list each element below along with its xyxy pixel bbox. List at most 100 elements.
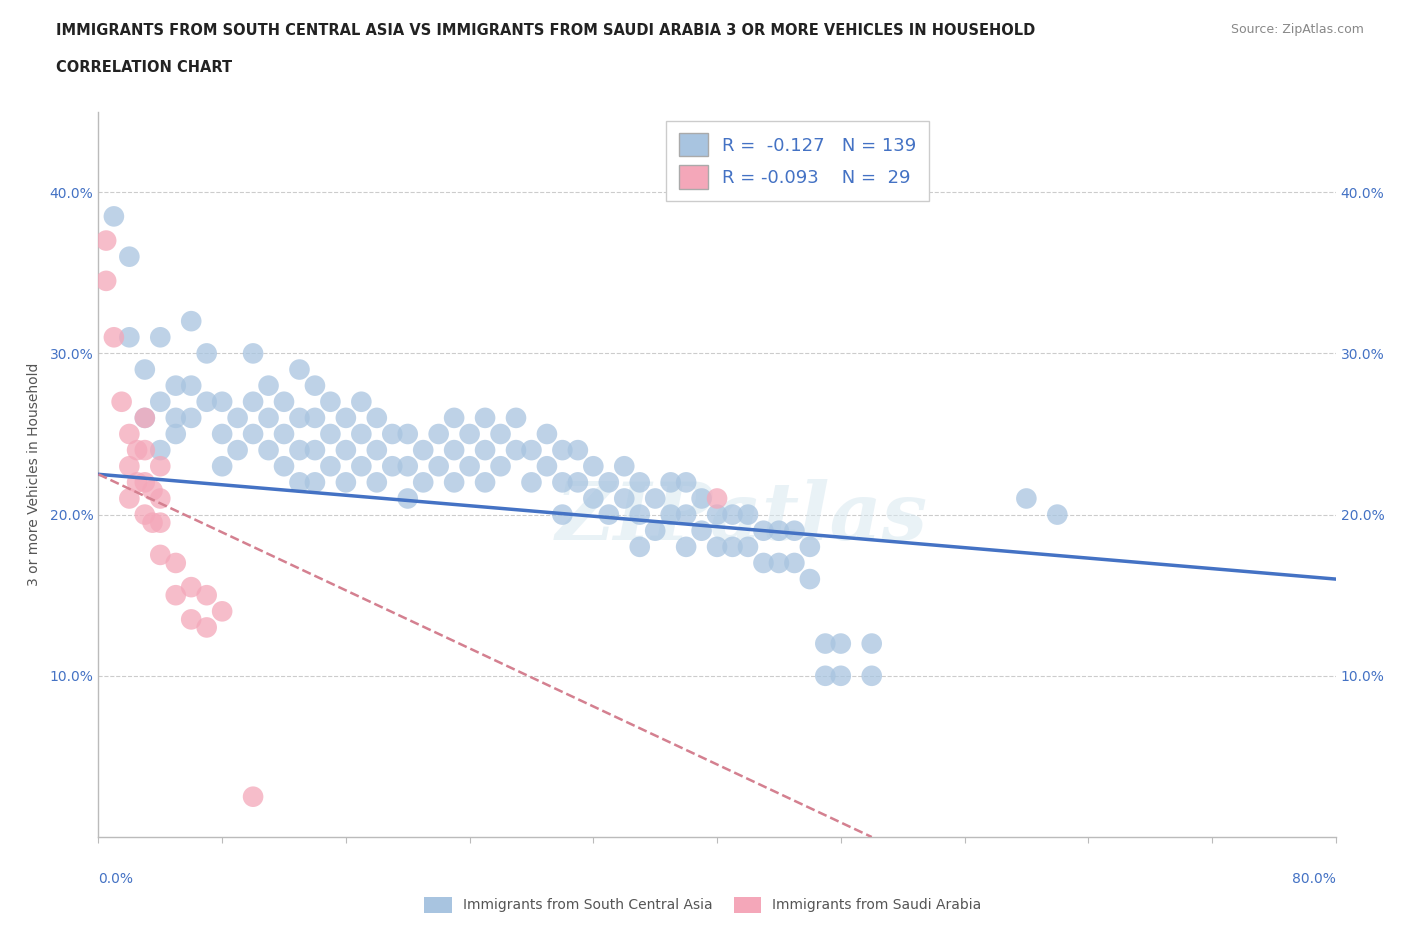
Point <box>134 475 156 490</box>
Point <box>180 579 202 594</box>
Point <box>165 410 187 425</box>
Point <box>118 249 141 264</box>
Point <box>690 524 713 538</box>
Point <box>335 475 357 490</box>
Point <box>598 507 620 522</box>
Point <box>799 572 821 587</box>
Point <box>536 427 558 442</box>
Point <box>814 669 837 684</box>
Point <box>134 362 156 377</box>
Point <box>165 555 187 570</box>
Point <box>520 443 543 458</box>
Point <box>706 539 728 554</box>
Point <box>103 330 125 345</box>
Point <box>721 539 744 554</box>
Point <box>458 458 481 473</box>
Point <box>613 491 636 506</box>
Point <box>149 548 172 563</box>
Point <box>96 233 118 248</box>
Point <box>165 588 187 603</box>
Point <box>799 539 821 554</box>
Point <box>396 458 419 473</box>
Point <box>489 458 512 473</box>
Point <box>628 507 651 522</box>
Point <box>142 515 165 530</box>
Point <box>288 475 311 490</box>
Point <box>381 427 404 442</box>
Point <box>489 427 512 442</box>
Point <box>396 491 419 506</box>
Point <box>195 346 218 361</box>
Point <box>412 443 434 458</box>
Point <box>396 427 419 442</box>
Point <box>737 539 759 554</box>
Point <box>211 604 233 618</box>
Point <box>860 669 883 684</box>
Point <box>142 483 165 498</box>
Point <box>242 346 264 361</box>
Point <box>628 539 651 554</box>
Point <box>118 458 141 473</box>
Point <box>381 458 404 473</box>
Point <box>350 458 373 473</box>
Point <box>127 443 149 458</box>
Point <box>118 427 141 442</box>
Point <box>830 669 852 684</box>
Point <box>567 443 589 458</box>
Point <box>474 443 496 458</box>
Point <box>706 507 728 522</box>
Point <box>226 443 249 458</box>
Legend: Immigrants from South Central Asia, Immigrants from Saudi Arabia: Immigrants from South Central Asia, Immi… <box>419 891 987 919</box>
Point <box>165 427 187 442</box>
Point <box>180 410 202 425</box>
Point <box>366 443 388 458</box>
Point <box>474 410 496 425</box>
Point <box>149 458 172 473</box>
Point <box>127 475 149 490</box>
Point <box>675 507 697 522</box>
Point <box>582 491 605 506</box>
Point <box>814 636 837 651</box>
Point <box>567 475 589 490</box>
Point <box>273 427 295 442</box>
Point <box>350 394 373 409</box>
Point <box>366 475 388 490</box>
Point <box>335 443 357 458</box>
Point <box>551 443 574 458</box>
Point <box>257 443 280 458</box>
Legend: R =  -0.127   N = 139, R = -0.093    N =  29: R = -0.127 N = 139, R = -0.093 N = 29 <box>666 121 929 201</box>
Point <box>319 458 342 473</box>
Point <box>242 790 264 804</box>
Point <box>288 410 311 425</box>
Point <box>111 394 134 409</box>
Point <box>536 458 558 473</box>
Point <box>830 636 852 651</box>
Point <box>304 379 326 393</box>
Point <box>628 475 651 490</box>
Point <box>1046 507 1069 522</box>
Point <box>211 394 233 409</box>
Point <box>319 427 342 442</box>
Point <box>149 491 172 506</box>
Point <box>226 410 249 425</box>
Point <box>768 555 790 570</box>
Point <box>304 410 326 425</box>
Text: CORRELATION CHART: CORRELATION CHART <box>56 60 232 75</box>
Text: Source: ZipAtlas.com: Source: ZipAtlas.com <box>1230 23 1364 36</box>
Point <box>644 524 666 538</box>
Point <box>288 443 311 458</box>
Text: 0.0%: 0.0% <box>98 871 134 885</box>
Point <box>860 636 883 651</box>
Point <box>304 475 326 490</box>
Point <box>659 475 682 490</box>
Point <box>768 524 790 538</box>
Point <box>443 475 465 490</box>
Point <box>304 443 326 458</box>
Point <box>752 555 775 570</box>
Point <box>505 410 527 425</box>
Point <box>737 507 759 522</box>
Text: IMMIGRANTS FROM SOUTH CENTRAL ASIA VS IMMIGRANTS FROM SAUDI ARABIA 3 OR MORE VEH: IMMIGRANTS FROM SOUTH CENTRAL ASIA VS IM… <box>56 23 1035 38</box>
Point <box>257 379 280 393</box>
Point <box>675 539 697 554</box>
Point <box>783 555 806 570</box>
